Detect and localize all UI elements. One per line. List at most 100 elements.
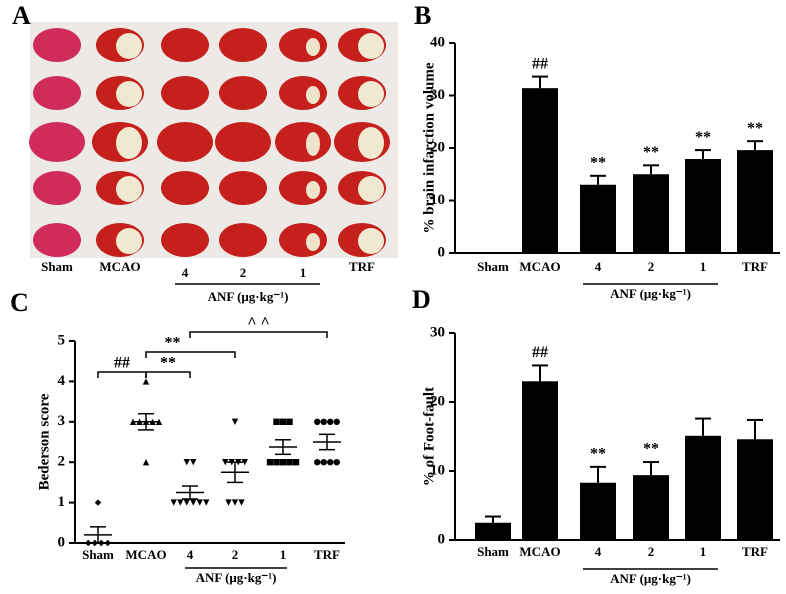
infarct-area xyxy=(306,132,320,156)
data-point xyxy=(85,539,92,547)
error-bar xyxy=(747,140,763,151)
data-point xyxy=(231,418,239,425)
infarct-area xyxy=(116,33,142,59)
data-point xyxy=(241,459,248,466)
bar xyxy=(685,435,721,540)
group-label: ANF (μg·kg⁻¹) xyxy=(208,289,289,304)
data-point xyxy=(320,459,327,466)
brain-slice xyxy=(161,223,209,257)
data-point xyxy=(142,378,150,385)
brain-slice xyxy=(33,76,81,110)
y-axis-title: % of Foot-fault xyxy=(421,387,437,486)
column-label: MCAO xyxy=(99,259,140,274)
brain-slice xyxy=(33,223,81,257)
y-tick-label: 0 xyxy=(438,244,446,260)
error-bar xyxy=(532,364,548,382)
data-point xyxy=(273,459,280,466)
y-tick-label: 5 xyxy=(58,332,66,348)
y-tick-label: 1 xyxy=(58,494,66,510)
error-bar xyxy=(590,465,606,483)
infarct-area xyxy=(306,38,320,56)
data-point xyxy=(183,499,190,506)
error-bar xyxy=(643,164,659,175)
bar xyxy=(737,150,773,253)
panel-label: B xyxy=(414,1,431,30)
x-tick-label: 2 xyxy=(648,544,655,559)
brain-slice xyxy=(161,76,209,110)
infarct-area xyxy=(358,127,384,159)
infarct-area xyxy=(116,176,142,202)
error-bar xyxy=(643,461,659,476)
y-tick-label: 10 xyxy=(430,192,445,208)
sem-bar xyxy=(90,526,106,544)
comparison-bracket xyxy=(97,371,147,378)
panel-label: C xyxy=(10,288,29,317)
bar xyxy=(633,174,669,253)
infarct-area xyxy=(358,81,384,107)
brain-slice xyxy=(219,76,267,110)
comparison-label: ** xyxy=(160,355,176,372)
comparison-bracket xyxy=(189,331,328,338)
infarct-area xyxy=(306,86,320,104)
y-tick-label: 4 xyxy=(58,373,66,389)
x-tick-label: TRF xyxy=(314,547,340,562)
brain-slice xyxy=(33,171,81,205)
column-label: 2 xyxy=(240,265,247,280)
brain-slice xyxy=(275,122,331,162)
infarct-area xyxy=(116,81,142,107)
x-tick-label: TRF xyxy=(742,544,768,559)
brain-slice xyxy=(219,171,267,205)
bar xyxy=(737,439,773,540)
x-tick-label: MCAO xyxy=(125,547,166,562)
y-tick-label: 40 xyxy=(430,34,445,50)
sem-bar xyxy=(275,439,291,456)
data-point xyxy=(225,499,232,506)
group-label: ANF (μg·kg⁻¹) xyxy=(610,286,691,301)
data-point xyxy=(279,459,287,466)
y-axis-title: % brain infarction volume xyxy=(421,62,437,233)
data-point xyxy=(190,499,197,506)
data-point xyxy=(279,418,287,425)
data-point xyxy=(170,499,177,506)
data-point xyxy=(273,418,280,425)
significance-label: ** xyxy=(590,446,606,463)
comparison-label: ** xyxy=(165,335,181,352)
y-tick-label: 20 xyxy=(430,393,445,409)
data-point xyxy=(327,459,334,466)
infarct-area xyxy=(306,233,320,251)
x-tick-label: Sham xyxy=(82,547,114,562)
data-point xyxy=(314,418,321,425)
sem-bar xyxy=(182,485,198,500)
x-tick-label: 1 xyxy=(700,544,707,559)
infarct-area xyxy=(116,228,142,254)
bar xyxy=(580,184,616,253)
data-point xyxy=(203,499,210,506)
infarct-area xyxy=(358,228,384,254)
bar xyxy=(475,522,511,540)
x-tick-label: MCAO xyxy=(519,259,560,274)
data-point xyxy=(314,459,321,466)
brain-slice xyxy=(215,122,271,162)
x-tick-label: TRF xyxy=(742,259,768,274)
x-tick-label: 1 xyxy=(700,259,707,274)
y-tick-label: 10 xyxy=(430,462,445,478)
data-point xyxy=(231,499,239,506)
column-label: 1 xyxy=(300,265,307,280)
x-tick-label: 1 xyxy=(280,547,287,562)
brain-slice xyxy=(161,171,209,205)
data-point xyxy=(327,418,334,425)
data-point xyxy=(177,499,184,506)
column-label: TRF xyxy=(349,259,375,274)
panel-label: A xyxy=(12,1,31,30)
bar xyxy=(522,88,558,254)
brain-slice xyxy=(219,223,267,257)
significance-label: ** xyxy=(747,120,763,137)
error-bar xyxy=(695,417,711,436)
y-tick-label: 3 xyxy=(58,413,66,429)
data-point xyxy=(104,539,111,547)
x-tick-label: Sham xyxy=(477,259,509,274)
comparison-label: ## xyxy=(114,355,130,372)
bar xyxy=(580,482,616,540)
